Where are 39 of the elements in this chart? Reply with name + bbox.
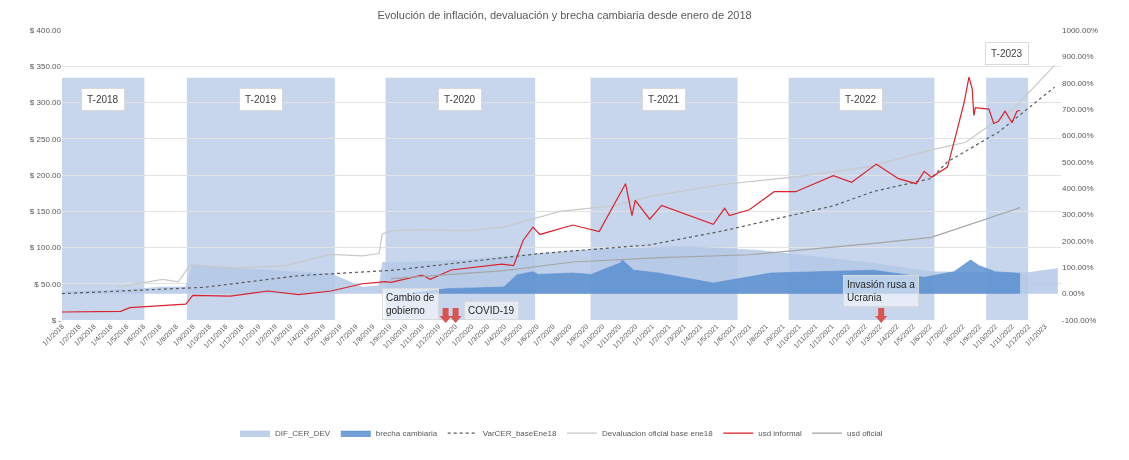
legend-label: Devaluacion oficial base ene18 [601, 429, 714, 439]
y2-tick-label: 500.00% [1062, 157, 1094, 167]
y2-tick-label: 800.00% [1062, 78, 1094, 88]
band-label: T-2020 [444, 94, 476, 105]
y2-tick-label: 300.00% [1062, 210, 1094, 220]
y2-tick-label: 900.00% [1062, 52, 1094, 62]
y-tick-label: $ 350.00 [29, 62, 62, 72]
legend-label: usd informal [758, 429, 803, 439]
y-tick-label: $ 300.00 [29, 98, 62, 108]
y2-tick-label: 1000.00% [1062, 25, 1099, 35]
legend-label: VarCER_baseEne18 [482, 429, 557, 439]
y2-tick-label: -100.00% [1062, 315, 1097, 325]
y-tick-label: $ 250.00 [29, 134, 62, 144]
y-tick-label: $ 50.00 [34, 279, 62, 289]
legend-label: DIF_CER_DEV [275, 429, 331, 439]
line-series [117, 64, 1056, 288]
y2-tick-label: 100.00% [1062, 263, 1094, 273]
legend-label: usd oficial [847, 429, 883, 439]
band-label: T-2023 [991, 48, 1023, 59]
annotation: Cambio de gobierno [386, 292, 435, 316]
band-label: T-2018 [87, 94, 119, 105]
legend-label: brecha cambiaria [375, 429, 438, 439]
band-label: T-2019 [245, 94, 277, 105]
annotation: Invasión rusa a Ucrania [847, 279, 916, 303]
line-series [390, 207, 1021, 280]
band-label: T-2022 [845, 94, 877, 105]
y2-tick-label: 700.00% [1062, 104, 1094, 114]
y-tick-label: $ - [51, 315, 62, 325]
y-tick-label: $ 150.00 [29, 207, 62, 217]
chart-title: Evolución de inflación, devaluación y brecha cambiaria desde enero de 2018 [377, 9, 752, 22]
band-label: T-2021 [648, 94, 680, 105]
y-tick-label: $ 200.00 [29, 170, 62, 180]
y2-tick-label: 400.00% [1062, 183, 1094, 193]
y-tick-label: $ 100.00 [29, 243, 62, 253]
y2-tick-label: 200.00% [1062, 236, 1094, 246]
annotation: COVID-19 [468, 305, 515, 316]
y-tick-label: $ 400.00 [29, 25, 62, 35]
y2-tick-label: 0.00% [1062, 289, 1085, 299]
y2-tick-label: 600.00% [1062, 131, 1094, 141]
